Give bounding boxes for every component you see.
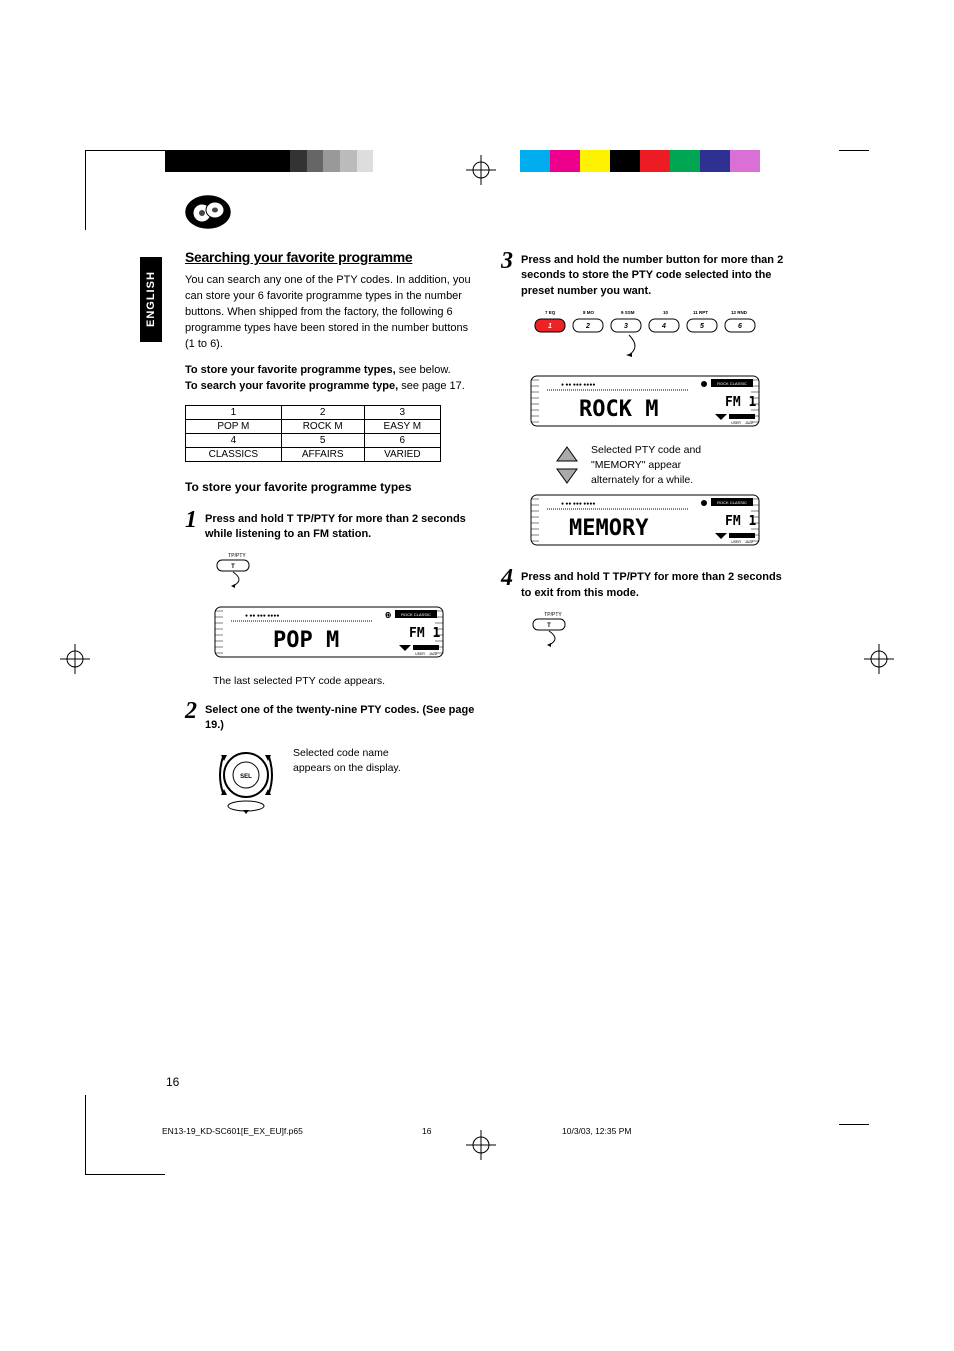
table-cell: AFFAIRS <box>281 447 364 461</box>
step2-caption: Selected code name appears on the displa… <box>293 742 423 814</box>
table-cell: ROCK M <box>281 419 364 433</box>
step-3: 3 Press and hold the number button for m… <box>501 249 791 299</box>
lcd-memory-figure: ● ●● ●●● ●●●● ROCK CLASSIC MEMORY FM 1 U… <box>529 493 791 552</box>
svg-text:TP/PTY: TP/PTY <box>544 612 562 618</box>
table-cell: POP M <box>186 419 282 433</box>
gray-ramp <box>290 150 390 172</box>
caption-text: Selected PTY code and "MEMORY" appear al… <box>591 443 731 487</box>
right-column: 3 Press and hold the number button for m… <box>501 249 791 814</box>
svg-text:USER: USER <box>731 540 741 544</box>
sel-knob-figure: SEL Selected code name appears on the di… <box>213 742 475 814</box>
svg-text:12 RND: 12 RND <box>731 310 748 315</box>
step-4: 4 Press and hold T TP/PTY for more than … <box>501 566 791 601</box>
svg-text:9 SSM: 9 SSM <box>621 310 635 315</box>
color-bar-cmyk <box>520 150 760 172</box>
svg-text:ROCK CLASSIC: ROCK CLASSIC <box>717 500 747 505</box>
lcd-main-text: ROCK M <box>579 397 658 422</box>
step-text: Select one of the twenty-nine PTY codes.… <box>205 699 475 734</box>
step-text: Press and hold the number button for mor… <box>521 249 791 299</box>
cd-icon <box>185 195 231 229</box>
svg-text:T: T <box>231 564 235 570</box>
svg-text:6: 6 <box>738 323 742 330</box>
svg-text:5: 5 <box>700 323 704 330</box>
svg-text:JAZZ: JAZZ <box>745 421 754 425</box>
step-2: 2 Select one of the twenty-nine PTY code… <box>185 699 475 734</box>
footer-page: 16 <box>422 1126 562 1136</box>
tp-pty-button-figure: TP/PTY T <box>213 550 475 595</box>
svg-text:FM 1: FM 1 <box>725 395 756 410</box>
footer-date: 10/3/03, 12:35 PM <box>562 1126 631 1136</box>
table-cell: EASY M <box>364 419 440 433</box>
subsection-title: To store your favorite programme types <box>185 480 475 494</box>
registration-mark <box>60 644 90 674</box>
page-number: 16 <box>166 1075 179 1089</box>
step-text: Press and hold T TP/PTY for more than 2 … <box>205 508 475 543</box>
svg-text:RDS: RDS <box>383 613 394 619</box>
svg-text:T: T <box>547 623 551 629</box>
intro-text: You can search any one of the PTY codes.… <box>185 273 475 353</box>
svg-text:● ●● ●●● ●●●●: ● ●● ●●● ●●●● <box>561 501 595 507</box>
number-buttons-figure: 7 EQ 8 MO 9 SSM 10 11 RPT 12 RND 1 2 3 4 5 6 <box>529 307 791 364</box>
step-number: 3 <box>501 249 513 299</box>
search-ref-rest: see page 17. <box>398 380 465 392</box>
lcd-rock-figure: ● ●● ●●● ●●●● ROCK CLASSIC ROCK M FM 1 U… <box>529 374 791 433</box>
svg-text:10: 10 <box>663 310 669 315</box>
table-cell: 2 <box>281 405 364 419</box>
up-down-arrow-icon <box>555 445 579 485</box>
svg-text:2: 2 <box>585 323 590 330</box>
table-cell: 4 <box>186 433 282 447</box>
left-column: Searching your favorite programme You ca… <box>185 249 475 814</box>
crop-mark <box>839 1095 869 1125</box>
table-cell: 3 <box>364 405 440 419</box>
section-title: Searching your favorite programme <box>185 249 475 265</box>
svg-text:SEL: SEL <box>240 774 252 780</box>
store-ref-bold: To store your favorite programme types, <box>185 364 396 376</box>
crop-mark <box>839 150 869 180</box>
store-ref-rest: see below. <box>396 364 451 376</box>
step-number: 4 <box>501 566 513 601</box>
tp-label: TP/PTY <box>228 553 246 559</box>
print-footer: EN13-19_KD-SC601[E_EX_EU]f.p65 16 10/3/0… <box>162 1126 802 1136</box>
svg-text:7 EQ: 7 EQ <box>545 310 556 315</box>
svg-text:USER: USER <box>731 421 741 425</box>
table-cell: 5 <box>281 433 364 447</box>
svg-text:8 MO: 8 MO <box>583 310 595 315</box>
pty-preset-table: 1 2 3 POP M ROCK M EASY M 4 5 6 CLASSICS… <box>185 405 441 462</box>
table-cell: 1 <box>186 405 282 419</box>
step-number: 1 <box>185 508 197 543</box>
svg-text:FM 1: FM 1 <box>725 514 756 529</box>
svg-text:USER: USER <box>415 652 425 656</box>
tp-pty-button-figure: TP/PTY T <box>529 609 791 654</box>
registration-mark <box>466 155 496 185</box>
svg-text:4: 4 <box>661 323 666 330</box>
store-ref: To store your favorite programme types, … <box>185 363 475 395</box>
registration-mark <box>864 644 894 674</box>
footer-filename: EN13-19_KD-SC601[E_EX_EU]f.p65 <box>162 1126 422 1136</box>
alternating-caption: Selected PTY code and "MEMORY" appear al… <box>555 443 791 487</box>
table-cell: VARIED <box>364 447 440 461</box>
step1-caption: The last selected PTY code appears. <box>213 674 475 689</box>
svg-text:● ●● ●●● ●●●●: ● ●● ●●● ●●●● <box>561 382 595 388</box>
svg-text:11 RPT: 11 RPT <box>693 310 708 315</box>
lcd-main-text: POP M <box>273 628 339 653</box>
svg-text:ROCK CLASSIC: ROCK CLASSIC <box>717 381 747 386</box>
lcd-display-figure: ● ●● ●●● ●●●● RDS ROCK CLASSIC POP M FM … <box>213 605 475 664</box>
step-1: 1 Press and hold T TP/PTY for more than … <box>185 508 475 543</box>
lcd-main-text: MEMORY <box>569 516 649 541</box>
svg-text:● ●● ●●● ●●●●: ● ●● ●●● ●●●● <box>245 613 279 619</box>
svg-text:1: 1 <box>548 323 552 330</box>
step-text: Press and hold T TP/PTY for more than 2 … <box>521 566 791 601</box>
step-number: 2 <box>185 699 197 734</box>
table-cell: CLASSICS <box>186 447 282 461</box>
svg-text:JAZZ: JAZZ <box>429 652 438 656</box>
search-ref-bold: To search your favorite programme type, <box>185 380 398 392</box>
svg-text:3: 3 <box>624 323 628 330</box>
svg-text:JAZZ: JAZZ <box>745 540 754 544</box>
lcd-band: FM 1 <box>409 626 440 641</box>
lcd-badge: ROCK CLASSIC <box>401 612 431 617</box>
table-cell: 6 <box>364 433 440 447</box>
language-tab: ENGLISH <box>140 257 162 342</box>
page-content: ENGLISH Searching your favorite programm… <box>140 195 820 1115</box>
